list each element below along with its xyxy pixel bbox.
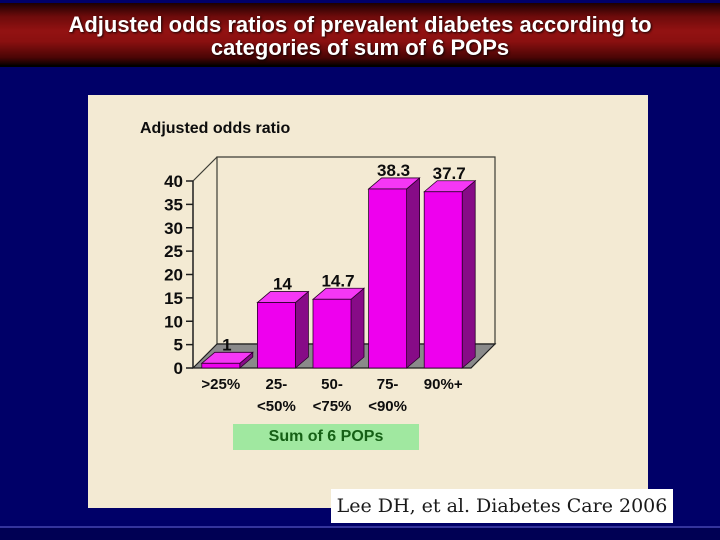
bar-side-face bbox=[350, 287, 365, 369]
x-axis-category-label: 50- bbox=[321, 376, 343, 393]
bar-value-label: 37.7 bbox=[433, 164, 466, 183]
bar-front-face bbox=[423, 191, 463, 369]
bar-front-face bbox=[256, 302, 296, 369]
x-axis-category-label: 90%+ bbox=[424, 376, 463, 393]
y-axis-tick-label: 40 bbox=[164, 172, 183, 191]
x-axis-category-label: <50% bbox=[257, 398, 296, 415]
title-banner: Adjusted odds ratios of prevalent diabet… bbox=[0, 3, 720, 67]
y-axis-tick-label: 35 bbox=[164, 195, 183, 214]
x-axis-category-label: 25- bbox=[266, 376, 288, 393]
y-axis-tick-label: 5 bbox=[174, 336, 183, 355]
chart-depth-edge bbox=[192, 156, 218, 182]
y-axis-tick-label: 15 bbox=[164, 289, 183, 308]
y-axis-tick-label: 10 bbox=[164, 312, 183, 331]
bar-value-label: 38.3 bbox=[377, 161, 410, 180]
citation: Lee DH, et al. Diabetes Care 2006 bbox=[331, 489, 673, 523]
x-axis-category-label: 75- bbox=[377, 376, 399, 393]
bar-side-face bbox=[461, 179, 476, 369]
y-axis-tick-label: 25 bbox=[164, 242, 183, 261]
slide-title-line1: Adjusted odds ratios of prevalent diabet… bbox=[68, 12, 652, 37]
bar-side-face bbox=[294, 290, 309, 369]
x-axis-category-label: <90% bbox=[368, 398, 407, 415]
x-axis-category-label: >25% bbox=[201, 376, 240, 393]
bottom-accent-line bbox=[0, 526, 720, 528]
x-axis-category-label: <75% bbox=[313, 398, 352, 415]
bottom-strip bbox=[0, 528, 720, 540]
bar-side-face bbox=[406, 177, 421, 369]
bar-front-face bbox=[368, 188, 408, 369]
bar-front-face bbox=[201, 362, 241, 369]
bar-value-label: 14.7 bbox=[321, 271, 354, 290]
bar-front-face bbox=[312, 298, 352, 369]
y-axis-tick-label: 30 bbox=[164, 219, 183, 238]
y-axis-tick-label: 0 bbox=[174, 359, 183, 378]
slide-title-line2: categories of sum of 6 POPs bbox=[210, 35, 510, 60]
y-axis-title: Adjusted odds ratio bbox=[140, 120, 291, 137]
y-axis-tick-label: 20 bbox=[164, 266, 183, 285]
bar-value-label: 1 bbox=[222, 335, 231, 354]
x-axis-title-box: Sum of 6 POPs bbox=[233, 424, 419, 450]
bar-value-label: 14 bbox=[273, 275, 292, 294]
